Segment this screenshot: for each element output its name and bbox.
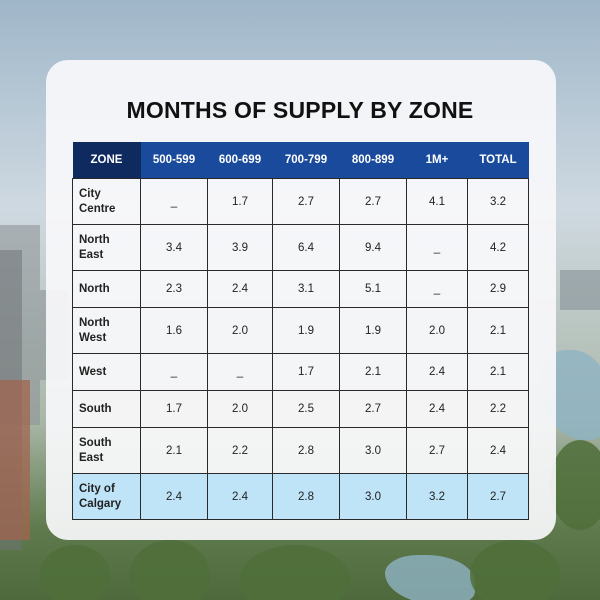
value-cell: 1.9 <box>339 307 407 354</box>
zone-cell: South East <box>72 427 141 474</box>
value-cell: _ <box>140 178 208 225</box>
table-row: South East 2.1 2.2 2.8 3.0 2.7 2.4 <box>72 427 529 474</box>
value-cell: 2.7 <box>406 427 468 474</box>
value-cell: 2.1 <box>467 353 529 391</box>
months-of-supply-table: ZONE 500-599 600-699 700-799 800-899 1M+ TOTAL… <box>72 142 529 520</box>
column-header: TOTAL <box>467 142 529 179</box>
value-cell: 4.2 <box>467 224 529 271</box>
value-cell: 6.4 <box>272 224 340 271</box>
value-cell: 1.6 <box>140 307 208 354</box>
value-cell: 1.9 <box>272 307 340 354</box>
value-cell: _ <box>207 353 273 391</box>
value-cell: 2.8 <box>272 473 340 520</box>
value-cell: 2.2 <box>207 427 273 474</box>
zone-cell: West <box>72 353 141 391</box>
table-row: North East 3.4 3.9 6.4 9.4 _ 4.2 <box>72 224 529 271</box>
value-cell: 2.8 <box>272 427 340 474</box>
value-cell: 2.4 <box>467 427 529 474</box>
value-cell: 1.7 <box>140 390 208 428</box>
table-row: South 1.7 2.0 2.5 2.7 2.4 2.2 <box>72 390 529 428</box>
value-cell: 9.4 <box>339 224 407 271</box>
value-cell: 2.7 <box>272 178 340 225</box>
zone-cell: City of Calgary <box>72 473 141 520</box>
value-cell: 2.1 <box>339 353 407 391</box>
column-header: 800-899 <box>339 142 407 179</box>
value-cell: 2.0 <box>207 390 273 428</box>
value-cell: 1.7 <box>207 178 273 225</box>
column-header: 1M+ <box>406 142 468 179</box>
value-cell: 2.0 <box>406 307 468 354</box>
value-cell: 2.4 <box>207 270 273 308</box>
value-cell: 5.1 <box>339 270 407 308</box>
value-cell: 2.4 <box>140 473 208 520</box>
column-header: 700-799 <box>272 142 340 179</box>
value-cell: _ <box>140 353 208 391</box>
value-cell: 3.1 <box>272 270 340 308</box>
value-cell: 2.4 <box>406 390 468 428</box>
value-cell: _ <box>406 270 468 308</box>
value-cell: 3.0 <box>339 427 407 474</box>
page-title: MONTHS OF SUPPLY BY ZONE <box>126 97 474 123</box>
value-cell: 1.7 <box>272 353 340 391</box>
column-header: 500-599 <box>140 142 208 179</box>
value-cell: _ <box>406 224 468 271</box>
value-cell: 2.1 <box>140 427 208 474</box>
value-cell: 3.9 <box>207 224 273 271</box>
value-cell: 2.1 <box>467 307 529 354</box>
table-row: City of Calgary 2.4 2.4 2.8 3.0 3.2 2.7 <box>72 473 529 520</box>
value-cell: 3.2 <box>467 178 529 225</box>
value-cell: 2.3 <box>140 270 208 308</box>
zone-cell: North <box>72 270 141 308</box>
table-row: North 2.3 2.4 3.1 5.1 _ 2.9 <box>72 270 529 308</box>
value-cell: 2.7 <box>467 473 529 520</box>
table-row: West _ _ 1.7 2.1 2.4 2.1 <box>72 353 529 391</box>
zone-cell: City Centre <box>72 178 141 225</box>
value-cell: 2.4 <box>406 353 468 391</box>
zone-cell: North East <box>72 224 141 271</box>
value-cell: 2.9 <box>467 270 529 308</box>
column-header: 600-699 <box>207 142 273 179</box>
value-cell: 2.2 <box>467 390 529 428</box>
value-cell: 2.5 <box>272 390 340 428</box>
zone-cell: South <box>72 390 141 428</box>
header-row: ZONE 500-599 600-699 700-799 800-899 1M+ TOTAL <box>72 142 529 179</box>
value-cell: 2.7 <box>339 390 407 428</box>
value-cell: 3.4 <box>140 224 208 271</box>
value-cell: 3.0 <box>339 473 407 520</box>
column-header-zone: ZONE <box>72 142 141 179</box>
value-cell: 2.4 <box>207 473 273 520</box>
table-row: North West 1.6 2.0 1.9 1.9 2.0 2.1 <box>72 307 529 354</box>
value-cell: 2.7 <box>339 178 407 225</box>
value-cell: 2.0 <box>207 307 273 354</box>
value-cell: 4.1 <box>406 178 468 225</box>
value-cell: 3.2 <box>406 473 468 520</box>
table-row: City Centre _ 1.7 2.7 2.7 4.1 3.2 <box>72 178 529 225</box>
zone-cell: North West <box>72 307 141 354</box>
